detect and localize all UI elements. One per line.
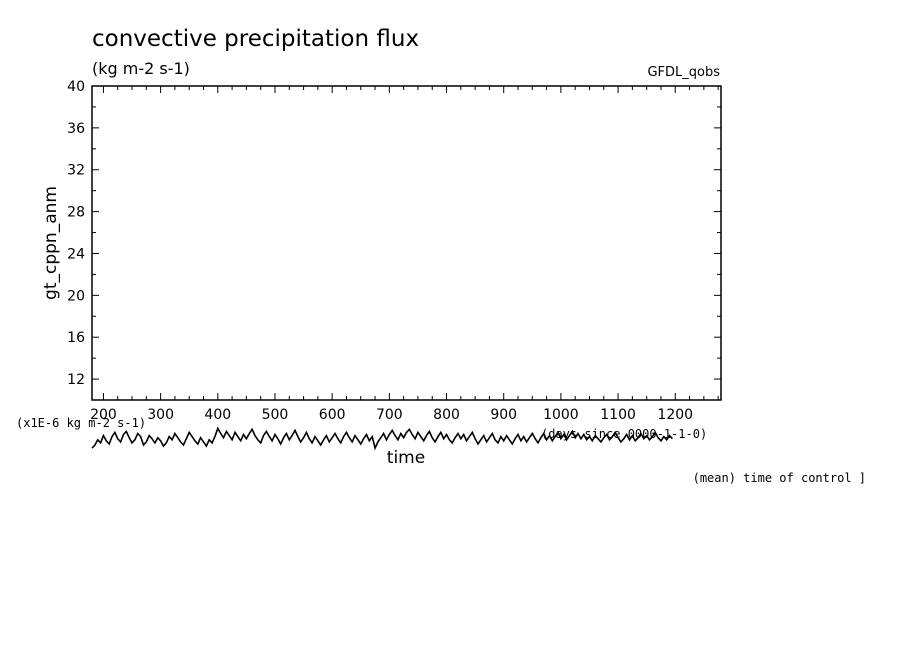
x-tick-label: 300 [147,407,174,423]
chart-units: (kg m-2 s-1) [92,59,190,78]
plot-frame [91,85,722,401]
chart-title: convective precipitation flux [92,26,419,52]
x-tick-label: 600 [319,407,346,423]
x-axis: 200 300 400 500 600 700 800 900 1000 1100 1200 [90,86,719,423]
x-tick-label: 1100 [600,407,636,423]
y-axis: 12 16 20 24 28 32 36 40 [67,79,721,401]
y-scale-note: (x1E-6 kg m-2 s-1) [16,416,146,430]
series-line [91,426,673,451]
y-tick-label: 32 [67,163,85,179]
source-label: GFDL_qobs [647,65,720,80]
x-tick-label: 1000 [543,407,579,423]
y-tick-label: 16 [67,330,85,346]
overlay-note: (mean) time of control ] [693,471,866,485]
y-tick-label: 36 [67,121,85,137]
x-tick-label: 800 [433,407,460,423]
y-tick-label: 24 [67,246,85,262]
x-tick-label: 400 [204,407,231,423]
y-tick-label: 28 [67,205,85,221]
x-tick-label: 700 [376,407,403,423]
x-tick-label: 200 [90,407,117,423]
x-tick-label: 900 [490,407,517,423]
x-tick-label: 500 [262,407,289,423]
x-tick-label: 1200 [657,407,693,423]
x-axis-label: time [387,448,425,468]
y-tick-label: 20 [67,288,85,304]
y-tick-label: 12 [67,372,85,388]
y-tick-label: 40 [67,79,85,95]
y-axis-label: gt_cppn_anm [41,186,61,300]
